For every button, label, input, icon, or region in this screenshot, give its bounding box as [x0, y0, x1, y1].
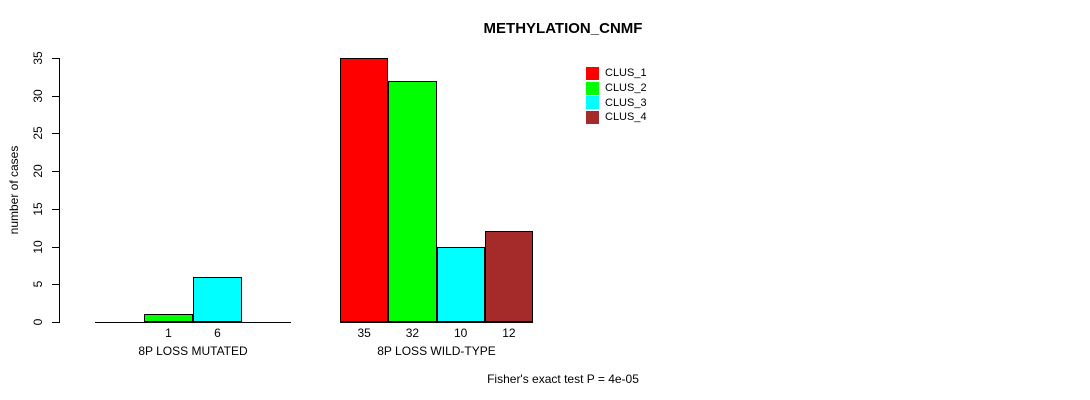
- y-tick-label: 20: [31, 164, 45, 178]
- bar-value-label: 35: [357, 326, 371, 340]
- y-tick-label: 10: [31, 239, 45, 254]
- y-tick-mark: [52, 322, 59, 323]
- legend: CLUS_1 CLUS_2 CLUS_3 CLUS_4: [586, 66, 647, 125]
- chart-title: METHYLATION_CNMF: [483, 20, 643, 37]
- y-axis-line: [59, 58, 60, 323]
- annotation-text: Fisher's exact test P = 4e-05: [487, 372, 639, 386]
- y-tick-mark: [52, 58, 59, 59]
- legend-swatch-icon: [586, 81, 599, 95]
- bar-clus_3-2: [436, 246, 485, 322]
- bar-clus_2-2: [388, 80, 437, 322]
- legend-swatch-icon: [586, 96, 599, 110]
- y-tick-label: 0: [31, 318, 45, 326]
- y-tick-label: 30: [31, 89, 45, 103]
- y-tick-mark: [52, 95, 59, 97]
- y-tick-mark: [52, 171, 59, 173]
- bar-clus_4-2: [484, 231, 533, 322]
- bar-value-label: 32: [405, 326, 420, 340]
- legend-swatch-icon: [586, 110, 599, 124]
- x-axis-segment: [340, 322, 533, 323]
- x-axis-segment: [95, 322, 291, 323]
- bar-value-label: 1: [165, 326, 172, 340]
- x-category-label: 8P LOSS WILD-TYPE: [377, 344, 496, 358]
- y-tick-label: 15: [31, 202, 45, 216]
- legend-item-clus_2: CLUS_2: [586, 81, 647, 96]
- legend-item-clus_1: CLUS_1: [586, 66, 647, 81]
- legend-swatch-icon: [586, 66, 599, 80]
- legend-item-clus_3: CLUS_3: [586, 95, 647, 110]
- bar-value-label: 6: [214, 326, 221, 340]
- bar-value-label: 12: [502, 326, 516, 340]
- y-tick-label: 35: [31, 51, 45, 65]
- legend-label: CLUS_2: [605, 82, 647, 95]
- y-tick-mark: [52, 284, 59, 286]
- legend-label: CLUS_3: [605, 96, 647, 109]
- y-tick-label: 25: [31, 126, 45, 141]
- y-tick-label: 5: [31, 280, 45, 288]
- y-axis-label: number of cases: [7, 145, 21, 235]
- bar-clus_2-1: [144, 314, 193, 322]
- y-tick-mark: [52, 208, 59, 210]
- y-tick-mark: [52, 246, 59, 248]
- bar-value-label: 10: [453, 326, 468, 340]
- x-category-label: 8P LOSS MUTATED: [138, 344, 248, 358]
- bar-clus_1-2: [340, 58, 389, 322]
- legend-label: CLUS_1: [605, 67, 647, 80]
- legend-item-clus_4: CLUS_4: [586, 110, 647, 125]
- y-tick-mark: [52, 133, 59, 135]
- bar-clus_3-1: [193, 276, 242, 322]
- legend-label: CLUS_4: [605, 111, 647, 124]
